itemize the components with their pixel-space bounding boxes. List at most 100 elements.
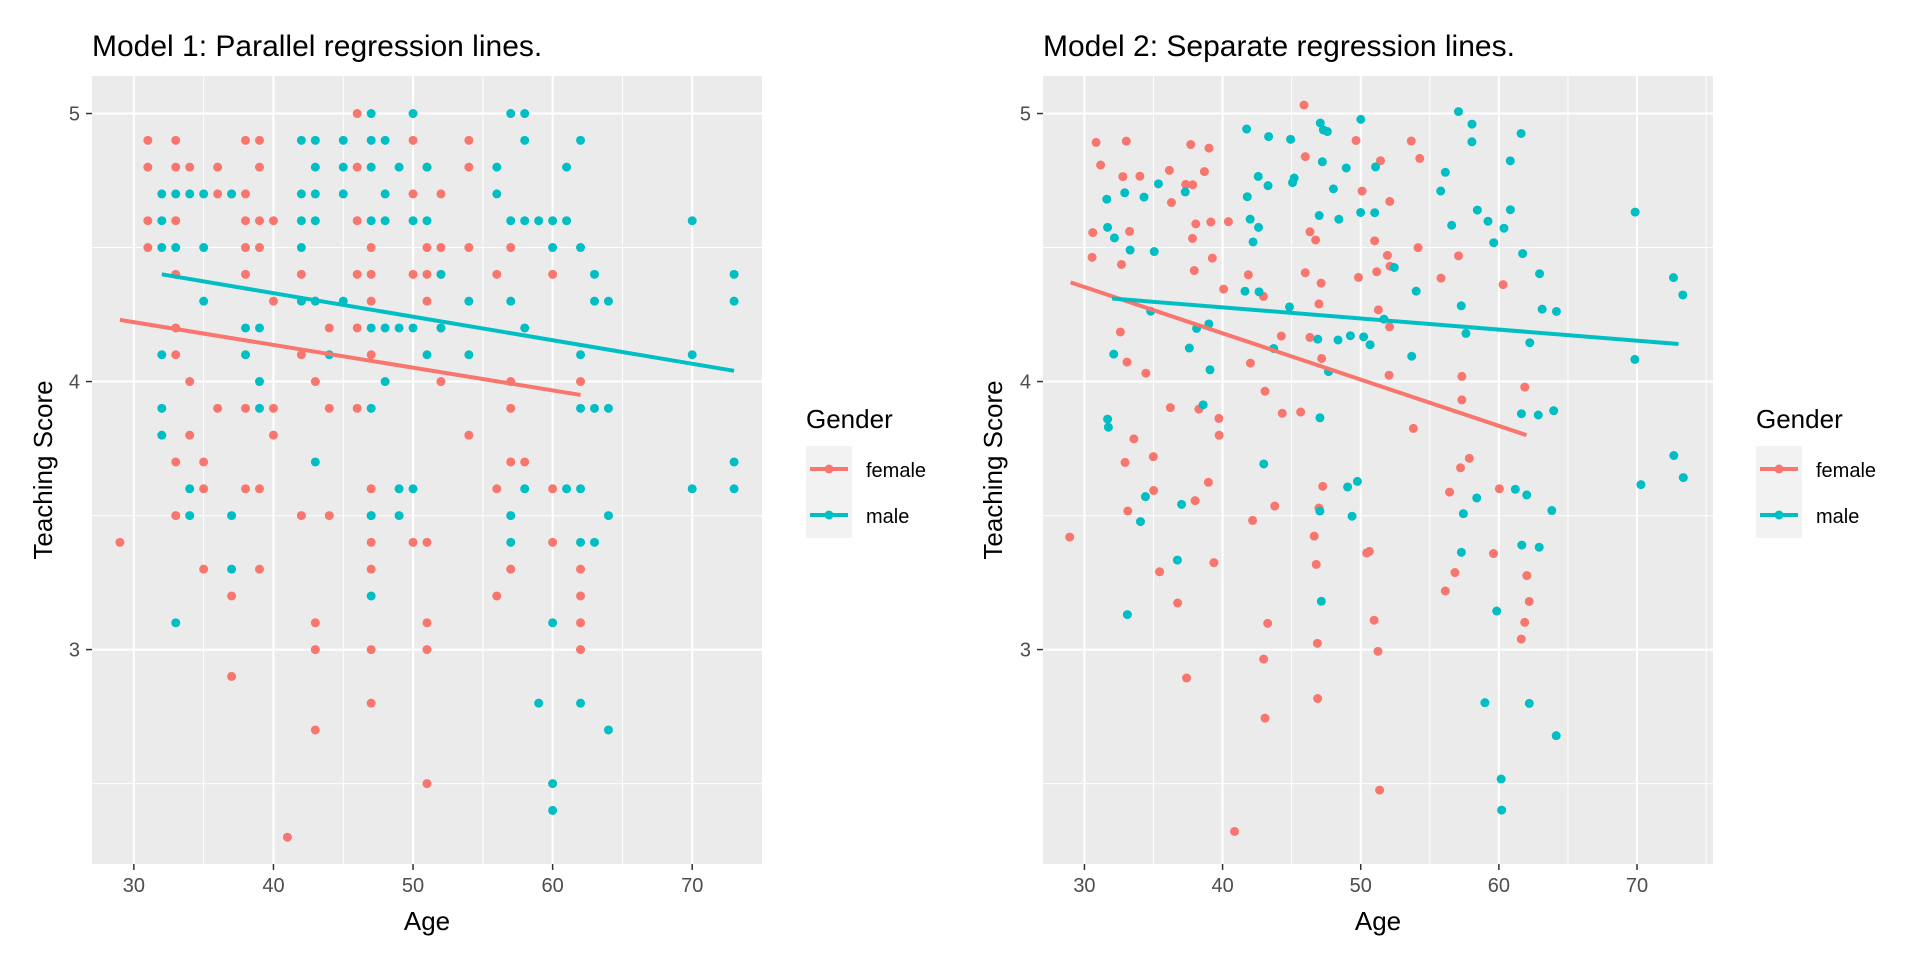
model-1-y-axis-title: Teaching Score — [28, 380, 58, 559]
point-male — [185, 484, 195, 494]
point-female — [576, 591, 586, 601]
point-female — [255, 484, 264, 494]
point-male — [576, 484, 586, 494]
point-male — [576, 537, 586, 547]
point-female — [324, 403, 334, 413]
point-female — [1464, 453, 1474, 463]
point-male — [1356, 114, 1366, 124]
point-male — [171, 243, 181, 253]
point-male — [185, 189, 195, 199]
point-male — [687, 350, 697, 360]
point-female — [1408, 423, 1418, 433]
point-female — [1122, 357, 1132, 367]
point-female — [143, 135, 153, 145]
point-female — [548, 269, 558, 279]
point-male — [1313, 334, 1323, 344]
point-female — [1316, 278, 1326, 288]
point-male — [1537, 304, 1547, 314]
point-female — [1214, 430, 1224, 440]
point-male — [380, 377, 390, 387]
point-female — [1263, 618, 1273, 628]
point-male — [729, 484, 739, 494]
point-female — [1299, 100, 1309, 110]
point-female — [1457, 395, 1467, 405]
point-male — [422, 216, 432, 226]
point-male — [520, 135, 530, 145]
point-female — [1125, 226, 1135, 236]
point-male — [1240, 286, 1250, 296]
point-male — [548, 216, 558, 226]
point-female — [492, 591, 502, 601]
point-female — [227, 591, 237, 601]
point-female — [1181, 179, 1191, 189]
point-male — [310, 162, 320, 172]
point-female — [422, 779, 432, 789]
point-male — [1535, 269, 1545, 279]
point-male — [687, 484, 697, 494]
point-female — [1116, 259, 1126, 269]
point-female — [1065, 532, 1075, 542]
point-male — [1259, 459, 1269, 469]
point-female — [1141, 368, 1151, 378]
point-female — [1313, 694, 1323, 704]
point-female — [255, 243, 264, 253]
model-2-legend-dot-male — [1774, 510, 1784, 520]
x-tick-label: 60 — [542, 875, 564, 897]
point-male — [548, 618, 558, 628]
point-male — [1472, 493, 1482, 503]
model-2-gridlines — [1043, 76, 1713, 864]
point-female — [1456, 463, 1466, 473]
point-male — [296, 216, 306, 226]
point-female — [1309, 531, 1319, 541]
point-male — [436, 323, 446, 333]
point-male — [1242, 192, 1252, 202]
point-male — [157, 403, 167, 413]
point-male — [1343, 482, 1353, 492]
point-female — [492, 269, 502, 279]
point-male — [1370, 208, 1380, 218]
point-female — [1189, 266, 1199, 276]
point-male — [1524, 698, 1534, 708]
point-female — [1445, 487, 1455, 497]
point-female — [1165, 403, 1175, 413]
point-male — [1286, 134, 1296, 144]
model-2-x-axis-title: Age — [1355, 906, 1401, 936]
point-male — [1630, 354, 1640, 364]
point-female — [366, 698, 376, 708]
point-female — [352, 162, 362, 172]
point-male — [157, 216, 167, 226]
point-female — [310, 645, 320, 655]
model-1-x-axis-title: Age — [404, 906, 450, 936]
point-male — [729, 296, 739, 306]
y-tick-label: 4 — [69, 372, 80, 394]
point-male — [1254, 287, 1264, 297]
point-male — [1436, 186, 1446, 196]
regression-line-male — [161, 272, 735, 373]
point-female — [464, 162, 474, 172]
point-male — [1407, 351, 1417, 361]
point-male — [590, 537, 599, 547]
point-male — [185, 511, 195, 521]
point-female — [422, 618, 432, 628]
point-male — [1453, 107, 1463, 117]
point-male — [436, 269, 446, 279]
point-male — [380, 323, 390, 333]
point-female — [408, 269, 418, 279]
point-male — [1678, 473, 1688, 483]
point-male — [520, 216, 530, 226]
point-male — [1499, 223, 1509, 233]
point-female — [366, 537, 376, 547]
point-male — [1284, 302, 1294, 312]
point-male — [366, 511, 376, 521]
point-male — [1669, 451, 1679, 461]
point-male — [1248, 237, 1258, 247]
point-male — [506, 537, 516, 547]
point-male — [394, 511, 404, 521]
point-male — [296, 189, 306, 199]
point-female — [464, 135, 474, 145]
point-female — [366, 269, 376, 279]
point-female — [422, 243, 432, 253]
point-female — [1188, 233, 1198, 243]
point-female — [1369, 615, 1379, 625]
